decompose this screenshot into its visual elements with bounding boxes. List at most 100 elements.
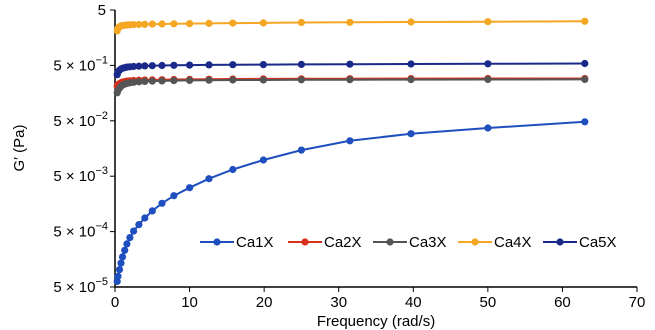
legend-item-ca1x: Ca1X xyxy=(200,234,274,251)
data-point xyxy=(259,76,267,84)
data-point xyxy=(484,60,492,68)
y-tick-label: 5 × 10−2 xyxy=(53,110,108,130)
data-point xyxy=(484,18,492,26)
data-point xyxy=(205,19,213,27)
legend-swatch-marker xyxy=(471,238,479,246)
series-ca4x xyxy=(113,17,589,35)
data-point xyxy=(581,59,589,68)
data-point xyxy=(170,77,178,85)
data-point xyxy=(229,61,237,69)
legend-item-ca4x: Ca4X xyxy=(458,234,532,251)
data-point xyxy=(346,60,354,68)
data-point xyxy=(158,61,166,70)
data-point xyxy=(170,61,178,69)
data-point xyxy=(297,60,305,68)
data-point xyxy=(121,246,129,254)
x-tick-label: 30 xyxy=(330,294,347,311)
data-point xyxy=(130,62,138,71)
data-point xyxy=(135,78,143,86)
y-tick-label: 5 × 10−4 xyxy=(53,221,108,241)
x-tick-label: 50 xyxy=(480,294,497,311)
legend-swatch-marker xyxy=(386,238,394,246)
data-point xyxy=(170,20,178,28)
data-point xyxy=(148,207,156,215)
x-tick-label: 70 xyxy=(629,294,646,311)
data-point xyxy=(141,77,149,85)
data-point xyxy=(186,61,194,69)
data-point xyxy=(158,199,166,207)
data-point xyxy=(205,76,213,84)
data-point xyxy=(297,76,305,84)
data-point xyxy=(346,76,354,84)
data-point xyxy=(130,227,138,235)
data-point xyxy=(117,259,125,267)
data-point xyxy=(581,75,589,83)
data-point xyxy=(130,21,138,29)
data-point xyxy=(186,20,194,28)
data-point xyxy=(346,137,354,145)
legend-item-ca5x: Ca5X xyxy=(543,234,617,251)
data-point xyxy=(141,62,149,70)
legend-item-ca3x: Ca3X xyxy=(373,234,447,251)
data-point xyxy=(123,240,131,248)
data-point xyxy=(229,165,237,174)
x-axis-title: Frequency (rad/s) xyxy=(317,313,435,330)
data-point xyxy=(407,60,415,68)
data-point xyxy=(205,175,213,183)
axes xyxy=(114,10,637,288)
data-point xyxy=(158,77,166,85)
data-point xyxy=(148,62,156,70)
y-tick-label: 5 × 10−1 xyxy=(53,54,108,74)
legend-label: Ca2X xyxy=(324,234,362,251)
data-point xyxy=(135,62,143,70)
legend-label: Ca4X xyxy=(494,234,532,251)
y-tick-label: 5 × 10−3 xyxy=(53,165,108,185)
data-point xyxy=(407,76,415,84)
data-point xyxy=(407,130,415,138)
x-tick-label: 60 xyxy=(554,294,571,311)
y-tick-label: 5 xyxy=(98,2,106,19)
data-point xyxy=(118,253,127,261)
data-point xyxy=(186,76,194,84)
data-point xyxy=(259,61,267,69)
data-point xyxy=(158,20,166,28)
data-point xyxy=(130,78,138,86)
data-point xyxy=(135,20,143,29)
data-point xyxy=(581,17,589,25)
x-tick-label: 0 xyxy=(111,294,119,311)
legend-swatch-marker xyxy=(213,238,221,246)
legend-label: Ca5X xyxy=(579,234,617,251)
y-ticks: 5 5 × 10−1 5 × 10−2 5 × 10−3 5 × 10−4 5 × 10−… xyxy=(53,2,115,296)
data-point xyxy=(148,77,156,85)
data-point xyxy=(581,118,589,126)
data-point xyxy=(259,156,267,164)
x-tick-label: 20 xyxy=(256,294,273,311)
data-point xyxy=(297,146,305,154)
data-point xyxy=(229,76,237,84)
legend-label: Ca1X xyxy=(236,234,274,251)
x-tick-label: 40 xyxy=(405,294,422,311)
data-point xyxy=(170,192,178,200)
legend-item-ca2x: Ca2X xyxy=(288,234,362,251)
data-point xyxy=(407,18,415,26)
legend-swatch-marker xyxy=(556,238,564,246)
data-point xyxy=(141,214,149,222)
x-tick-label: 10 xyxy=(181,294,198,311)
data-point xyxy=(115,266,124,274)
legend: Ca1X Ca2X Ca3X Ca4X Ca5X xyxy=(200,234,617,251)
data-point xyxy=(148,20,156,28)
data-point xyxy=(126,234,134,242)
data-point xyxy=(297,18,305,27)
data-point xyxy=(484,75,492,84)
y-tick-label: 5 × 10−5 xyxy=(53,276,108,296)
data-point xyxy=(141,20,149,28)
series-line xyxy=(116,120,585,282)
x-ticks: 0 10 20 30 40 50 60 70 xyxy=(111,287,646,311)
series-ca1x xyxy=(113,118,589,285)
data-point xyxy=(186,184,194,192)
data-point xyxy=(114,272,122,280)
series-ca5x xyxy=(113,59,589,79)
series-layer xyxy=(113,17,589,285)
data-point xyxy=(484,124,492,132)
